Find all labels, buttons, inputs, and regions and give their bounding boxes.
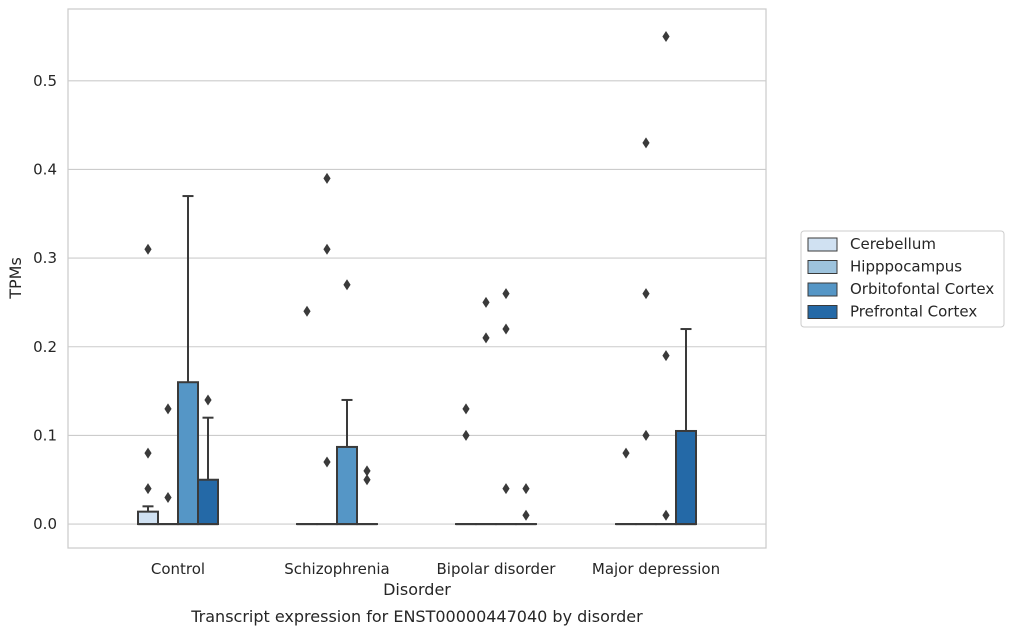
outlier-point xyxy=(363,474,371,486)
box-prefrontal-cortex xyxy=(675,328,697,526)
outlier-point xyxy=(164,403,172,415)
outlier-point xyxy=(662,350,670,362)
outlier-point xyxy=(462,429,470,441)
outlier-points xyxy=(144,30,670,521)
outlier-point xyxy=(303,305,311,317)
outlier-point xyxy=(482,332,490,344)
y-axis-title: TPMs xyxy=(6,257,25,300)
outlier-point xyxy=(323,243,331,255)
legend-label: Orbitofontal Cortex xyxy=(850,280,994,298)
x-tick-label: Schizophrenia xyxy=(284,560,389,578)
legend: Cerebellum Hipppocampus Orbitofontal Corte… xyxy=(800,230,1005,328)
outlier-point xyxy=(144,483,152,495)
box-body xyxy=(137,510,159,526)
outlier-point xyxy=(622,447,630,459)
box-orbitofontal-cortex xyxy=(336,398,358,526)
chart-caption: Transcript expression for ENST0000044704… xyxy=(190,607,643,626)
y-tick-label: 0.3 xyxy=(33,249,57,267)
x-tick-label: Control xyxy=(151,560,205,578)
outlier-point xyxy=(323,456,331,468)
outlier-point xyxy=(662,30,670,42)
x-tick-label: Bipolar disorder xyxy=(437,560,557,578)
legend-label: Cerebellum xyxy=(850,235,936,253)
outlier-point xyxy=(642,288,650,300)
outlier-point xyxy=(482,296,490,308)
outlier-point xyxy=(642,137,650,149)
legend-frame xyxy=(800,230,1005,328)
x-axis-title: Disorder xyxy=(383,580,451,599)
x-tick-labels: Control Schizophrenia Bipolar disorder Majo… xyxy=(151,560,720,578)
outlier-point xyxy=(502,483,510,495)
box-body xyxy=(177,381,199,526)
outlier-point xyxy=(204,394,212,406)
legend-swatch xyxy=(807,260,838,274)
legend-swatch xyxy=(807,282,838,297)
outlier-point xyxy=(323,172,331,184)
y-tick-label: 0.0 xyxy=(33,515,57,533)
x-tick-label: Major depression xyxy=(592,560,720,578)
outlier-point xyxy=(522,509,530,521)
box-body xyxy=(197,478,219,526)
y-tick-label: 0.1 xyxy=(33,426,57,444)
box-orbitofontal-cortex xyxy=(177,195,199,526)
y-tick-label: 0.5 xyxy=(33,72,57,90)
legend-swatch xyxy=(807,305,838,319)
outlier-point xyxy=(144,243,152,255)
outlier-point xyxy=(502,288,510,300)
box-prefrontal-cortex xyxy=(197,416,219,526)
outlier-point xyxy=(462,403,470,415)
outlier-point xyxy=(144,447,152,459)
outlier-point xyxy=(363,465,371,477)
y-tick-label: 0.4 xyxy=(33,160,57,178)
box-series xyxy=(137,195,697,526)
outlier-point xyxy=(522,483,530,495)
legend-label: Prefrontal Cortex xyxy=(850,303,977,321)
legend-swatch xyxy=(807,237,838,252)
box-body xyxy=(675,429,697,526)
outlier-point xyxy=(502,323,510,335)
outlier-point xyxy=(343,279,351,291)
legend-label: Hipppocampus xyxy=(850,258,962,276)
box-cerebellum xyxy=(137,505,159,526)
outlier-point xyxy=(662,509,670,521)
y-tick-label: 0.2 xyxy=(33,338,57,356)
y-tick-labels: 0.0 0.1 0.2 0.3 0.4 0.5 xyxy=(33,72,57,533)
outlier-point xyxy=(164,491,172,503)
box-body xyxy=(336,445,358,526)
plot-area xyxy=(67,8,767,549)
outlier-point xyxy=(642,429,650,441)
